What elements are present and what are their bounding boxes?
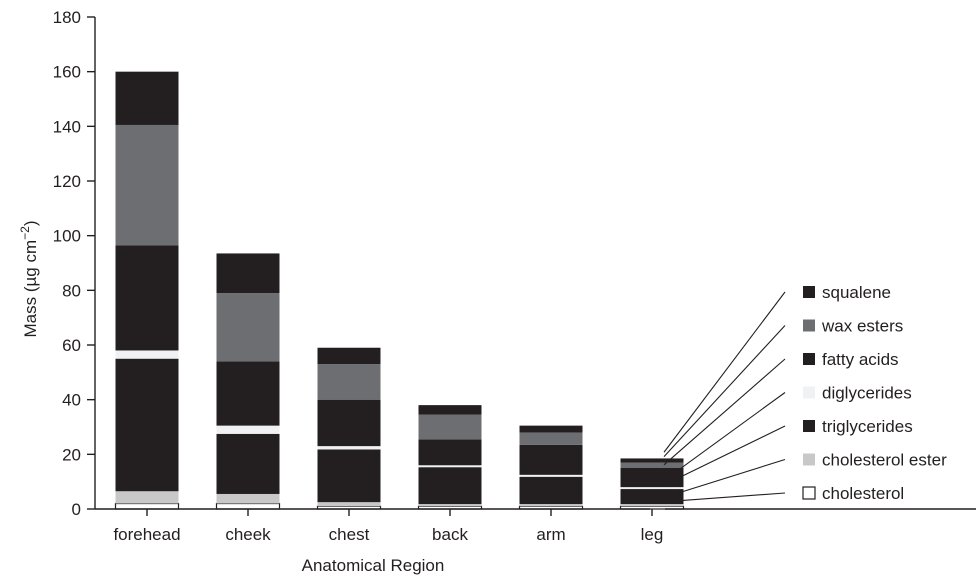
bar-chest: [316, 347, 382, 510]
bar-segment-squalene: [519, 425, 583, 433]
bar-segment-wax-esters: [115, 124, 179, 246]
legend-label: cholesterol: [822, 484, 904, 503]
legend-label: cholesterol ester: [822, 451, 947, 470]
legend-item-triglycerides: triglycerides: [663, 417, 913, 486]
y-axis-title-close: ): [21, 221, 40, 227]
y-tick-label: 40: [62, 391, 81, 410]
y-tick-label: 120: [53, 172, 81, 191]
bar-segment-squalene: [216, 253, 280, 294]
y-axis: 0 20 40 60 80 100 120 140 160 180: [53, 8, 96, 519]
bar-segment-squalene: [317, 347, 381, 365]
y-tick-label: 180: [53, 8, 81, 27]
bar-segment-triglycerides: [216, 433, 280, 494]
legend-leader-line: [663, 458, 786, 499]
legend-leader-line: [663, 425, 786, 486]
y-tick-label: 80: [62, 281, 81, 300]
bar-segment-squalene: [418, 405, 482, 415]
legend-swatch: [803, 319, 815, 332]
bar-cheek: [215, 253, 281, 510]
bar-segment-triglycerides: [620, 489, 684, 505]
legend-swatch: [802, 486, 816, 500]
legend-item-cholesterol-ester: cholesterol ester: [663, 451, 947, 499]
legend-leader-line: [663, 358, 786, 466]
bar-segment-wax-esters: [216, 293, 280, 362]
legend-label: triglycerides: [822, 417, 913, 436]
bar-segment-cholesterol-ester: [620, 504, 684, 507]
bar-segment-cholesterol-ester: [216, 493, 280, 504]
bar-segment-fatty-acids: [519, 444, 583, 475]
x-tick-label: leg: [641, 525, 664, 544]
bar-segment-squalene: [115, 71, 179, 125]
y-tick-label: 20: [62, 445, 81, 464]
legend-item-cholesterol: cholesterol: [663, 484, 904, 503]
legend: squalene wax esters fatty acids diglyceride…: [663, 283, 947, 503]
legend-item-wax-esters: wax esters: [663, 317, 903, 457]
bar-segment-triglycerides: [115, 358, 179, 492]
bar-segment-fatty-acids: [216, 361, 280, 426]
bar-segment-diglycerides: [216, 425, 280, 434]
bar-segment-cholesterol-ester: [115, 491, 179, 504]
bar-segment-cholesterol-ester: [418, 504, 482, 507]
bar-segment-cholesterol-ester: [519, 504, 583, 507]
y-tick-label: 160: [53, 63, 81, 82]
x-tick-label: arm: [536, 525, 565, 544]
bar-segment-diglycerides: [519, 474, 583, 477]
legend-label: wax esters: [821, 317, 903, 336]
bar-segment-triglycerides: [317, 449, 381, 503]
bar-segment-diglycerides: [115, 350, 179, 359]
y-tick-label: 0: [72, 500, 81, 519]
bar-segment-wax-esters: [620, 462, 684, 468]
legend-leader-line: [663, 392, 786, 481]
legend-leader-line: [663, 325, 786, 457]
bar-leg: [619, 458, 685, 510]
bar-segment-cholesterol-ester: [317, 502, 381, 507]
bar-segment-diglycerides: [317, 446, 381, 450]
bar-segment-wax-esters: [519, 432, 583, 445]
legend-item-fatty-acids: fatty acids: [663, 350, 899, 466]
x-tick-label: forehead: [113, 525, 180, 544]
legend-swatch: [803, 286, 815, 298]
x-axis: forehead cheek chest back arm leg: [95, 508, 976, 544]
legend-label: diglycerides: [822, 384, 912, 403]
y-axis-title: Mass (µg cm−2): [18, 221, 40, 338]
bar-segment-triglycerides: [418, 467, 482, 505]
x-tick-label: chest: [329, 525, 370, 544]
x-axis-title: Anatomical Region: [302, 556, 445, 575]
bar-back: [417, 405, 483, 510]
bar-arm: [518, 425, 584, 510]
y-axis-title-superscript: −2: [18, 226, 32, 240]
bar-segment-fatty-acids: [620, 468, 684, 488]
bar-segment-squalene: [620, 458, 684, 463]
y-tick-label: 100: [53, 227, 81, 246]
legend-item-squalene: squalene: [663, 283, 891, 453]
legend-swatch: [803, 453, 815, 466]
plot-area: [114, 71, 685, 510]
legend-swatch: [803, 353, 815, 365]
bar-segment-diglycerides: [620, 487, 684, 490]
bar-forehead: [114, 71, 180, 510]
bar-segment-fatty-acids: [418, 439, 482, 466]
bar-segment-diglycerides: [418, 465, 482, 468]
bar-segment-fatty-acids: [317, 399, 381, 447]
legend-item-diglycerides: diglycerides: [663, 384, 912, 481]
bar-segment-wax-esters: [418, 414, 482, 440]
legend-leader-line: [663, 291, 786, 453]
y-tick-label: 60: [62, 336, 81, 355]
legend-swatch: [803, 386, 815, 399]
bar-segment-triglycerides: [519, 476, 583, 505]
bar-segment-fatty-acids: [115, 245, 179, 351]
bar-segment-cholesterol: [114, 502, 180, 510]
bar-segment-wax-esters: [317, 364, 381, 400]
x-tick-label: back: [432, 525, 468, 544]
legend-leader-line: [663, 492, 786, 503]
legend-label: fatty acids: [822, 350, 899, 369]
legend-swatch: [803, 420, 815, 432]
bar-segment-cholesterol: [215, 502, 281, 510]
legend-label: squalene: [822, 283, 891, 302]
y-tick-label: 140: [53, 117, 81, 136]
x-tick-label: cheek: [225, 525, 271, 544]
